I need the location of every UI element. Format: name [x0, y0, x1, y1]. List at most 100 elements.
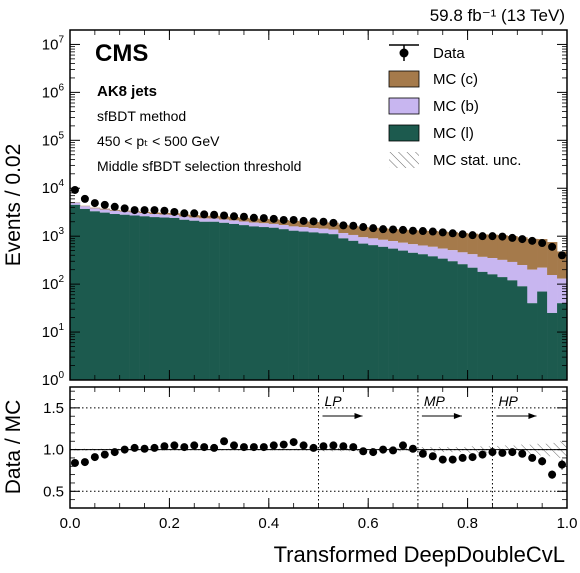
ratio-point — [269, 441, 278, 450]
ratio-regions: LP MP HP — [318, 387, 537, 508]
ratio-point — [249, 443, 258, 452]
bar-mc-l — [427, 256, 439, 380]
bar-mc-b — [348, 234, 359, 241]
bar-mc-c — [99, 208, 111, 210]
ratio-point — [319, 442, 328, 451]
bar-mc-c — [407, 230, 419, 245]
bar-mc-l — [99, 212, 111, 380]
bar-mc-l — [159, 217, 170, 380]
data-point — [508, 233, 517, 242]
x-tick-label: 1.0 — [557, 515, 578, 532]
data-point — [518, 235, 527, 244]
bar-mc-b — [318, 228, 329, 234]
bar-mc-b — [547, 274, 558, 313]
bar-mc-c — [527, 238, 538, 270]
bar-mc-l — [189, 220, 200, 380]
bar-mc-l — [447, 261, 458, 380]
bar-mc-c — [467, 233, 478, 255]
data-point — [120, 204, 129, 213]
bar-mc-b — [109, 210, 120, 215]
x-tick-label: 0.4 — [258, 515, 279, 532]
bar-mc-l — [547, 312, 558, 380]
legend-mc-b-swatch — [388, 97, 420, 115]
bar-mc-l — [457, 264, 468, 380]
data-point — [538, 239, 547, 248]
bar-mc-b — [477, 256, 488, 272]
ratio-point — [518, 449, 527, 458]
data-point — [488, 232, 497, 241]
data-point — [319, 217, 328, 226]
bar-mc-c — [368, 227, 379, 239]
ratio-point — [468, 453, 477, 462]
data-point — [329, 218, 338, 227]
bar-mc-l — [149, 217, 160, 380]
region-arrow-head — [528, 413, 537, 419]
main-panel: 100 101 102 103 104 105 106 107 — [42, 29, 568, 389]
bar-mc-b — [229, 220, 240, 224]
ratio-point — [478, 450, 487, 459]
region-label: HP — [498, 393, 518, 409]
bar-mc-l — [328, 234, 339, 380]
bar-mc-c — [388, 229, 399, 242]
bar-mc-l — [278, 229, 289, 380]
region-label: LP — [325, 393, 343, 409]
ratio-point — [70, 458, 79, 467]
data-points — [70, 185, 567, 260]
bar-mc-b — [507, 261, 518, 281]
ratio-x-ticks: 0.0 0.2 0.4 0.6 0.8 1.0 — [60, 387, 578, 532]
bar-mc-c — [447, 232, 458, 251]
bar-mc-l — [229, 223, 240, 380]
bar-mc-b — [368, 238, 379, 246]
lumi-label: 59.8 fb⁻¹ (13 TeV) — [430, 6, 565, 25]
bar-mc-b — [497, 259, 508, 278]
ratio-point — [140, 444, 149, 453]
bar-mc-b — [457, 252, 468, 265]
bar-mc-b — [447, 250, 458, 262]
ratio-y-tick-label: 0.5 — [43, 483, 64, 500]
ratio-point — [130, 443, 139, 452]
bar-mc-l — [527, 303, 538, 380]
ratio-point — [259, 443, 268, 452]
bar-mc-b — [427, 246, 439, 257]
bar-mc-l — [537, 291, 548, 380]
data-point — [130, 206, 139, 215]
data-point — [359, 223, 368, 232]
bar-mc-l — [129, 215, 140, 380]
ratio-point — [558, 460, 567, 469]
y-tick-label: 103 — [42, 226, 65, 245]
bar-mc-b — [328, 229, 339, 235]
bar-mc-l — [407, 252, 419, 380]
bar-mc-b — [288, 226, 299, 231]
data-point — [458, 230, 467, 239]
ratio-point — [80, 458, 89, 467]
bar-mc-l — [298, 231, 309, 380]
data-point — [408, 226, 417, 235]
bar-mc-b — [527, 269, 538, 304]
bar-mc-c — [517, 237, 528, 266]
y-tick-label: 101 — [42, 322, 65, 341]
ratio-point — [150, 443, 159, 452]
ratio-point — [438, 455, 447, 464]
data-point — [190, 209, 199, 218]
ratio-point — [389, 446, 398, 455]
ratio-point — [488, 448, 497, 457]
bar-mc-l — [199, 221, 210, 380]
bar-mc-l — [398, 250, 409, 380]
ratio-point — [428, 452, 437, 461]
main-x-ticks — [69, 30, 568, 380]
bar-mc-c — [427, 231, 439, 247]
data-point — [220, 211, 229, 220]
ratio-point — [339, 442, 348, 451]
bar-mc-l — [268, 227, 280, 380]
bar-mc-l — [497, 277, 508, 380]
data-point — [428, 227, 437, 236]
data-point — [180, 209, 189, 218]
experiment-label: CMS — [95, 40, 148, 67]
data-point — [369, 224, 378, 233]
ratio-point — [180, 443, 189, 452]
bar-mc-b — [89, 208, 101, 212]
main-y-axis-label: Events / 0.02 — [2, 144, 25, 267]
bar-mc-l — [139, 216, 150, 380]
data-point — [438, 228, 447, 237]
bar-mc-b — [119, 211, 130, 215]
